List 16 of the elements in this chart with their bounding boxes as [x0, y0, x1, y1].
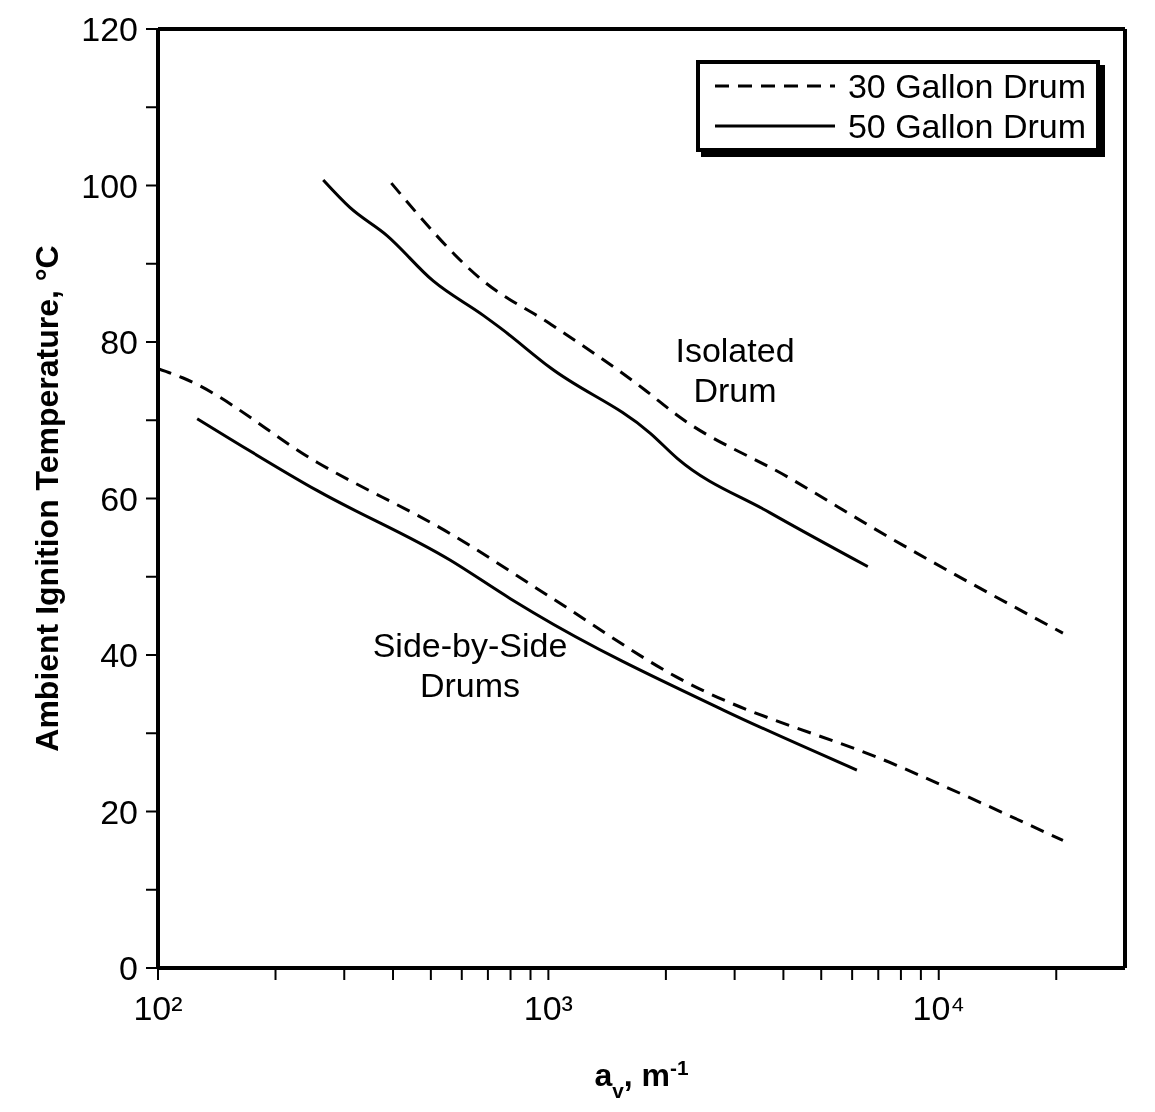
x-axis-title: a$_{v}$, m$^{-1}$: [594, 1055, 689, 1102]
y-tick-label: 0: [119, 949, 138, 988]
legend-label: 30 Gallon Drum: [847, 66, 1086, 106]
legend-label: 50 Gallon Drum: [847, 106, 1086, 146]
y-tick-label: 120: [81, 10, 138, 49]
x-tick-label: 10²: [133, 989, 183, 1028]
y-tick-label: 40: [100, 636, 138, 675]
y-tick-label: 80: [100, 323, 138, 362]
annotation: Isolated Drum: [675, 330, 795, 410]
x-tick-label: 10³: [523, 989, 573, 1028]
y-tick-label: 20: [100, 792, 138, 831]
annotation: Side-by-Side Drums: [372, 625, 568, 705]
y-axis-title: Ambient Ignition Temperature, °C: [29, 245, 66, 752]
x-tick-label: 10⁴: [912, 989, 965, 1028]
y-tick-label: 60: [100, 479, 138, 518]
y-tick-label: 100: [81, 166, 138, 205]
